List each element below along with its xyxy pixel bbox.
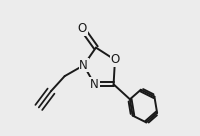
- Text: N: N: [79, 59, 88, 72]
- Text: N: N: [90, 78, 99, 91]
- Text: O: O: [110, 53, 120, 66]
- Text: O: O: [78, 22, 87, 35]
